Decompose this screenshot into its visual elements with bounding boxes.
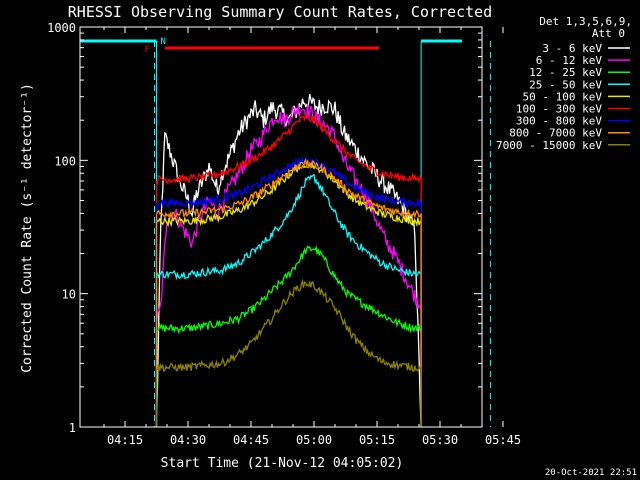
legend-label-3: 25 - 50 keV [529, 78, 602, 91]
series-line-3 [155, 173, 422, 427]
x-tick-label-1: 04:30 [170, 433, 206, 447]
detector-info-line2: Att 0 [592, 27, 625, 40]
plot-frame [79, 26, 483, 428]
x-tick-label-4: 05:15 [359, 433, 395, 447]
legend-label-7: 800 - 7000 keV [509, 127, 602, 140]
series-line-6 [155, 155, 422, 427]
y-tick-label-2: 100 [54, 154, 76, 168]
x-axis: 04:15 04:30 04:45 05:00 05:15 05:30 05:45 [103, 27, 521, 447]
flare-flag-label: F [145, 45, 150, 55]
x-axis-label: Start Time (21-Nov-12 04:05:02) [161, 456, 404, 471]
legend-label-6: 300 - 800 keV [516, 115, 602, 128]
series-line-5 [155, 114, 422, 427]
series-line-7 [155, 158, 422, 427]
detector-info-line1: Det 1,3,5,6,9, [539, 15, 632, 28]
x-tick-label-5: 05:30 [422, 433, 458, 447]
y-axis-label: Corrected Count Rate (s⁻¹ detector⁻¹) [20, 83, 35, 373]
series-line-4 [155, 160, 422, 427]
legend-label-5: 100 - 300 keV [516, 103, 602, 116]
footer-date: 20-Oct-2021 22:51 [545, 468, 637, 478]
x-tick-label-2: 04:45 [233, 433, 269, 447]
x-tick-label-0: 04:15 [107, 433, 143, 447]
series-line-2 [155, 245, 422, 427]
legend-label-2: 12 - 25 keV [529, 66, 602, 79]
x-tick-label-6: 05:45 [485, 433, 521, 447]
chart-title: RHESSI Observing Summary Count Rates, Co… [68, 3, 492, 21]
series-layer [155, 93, 422, 427]
series-line-8 [155, 278, 422, 427]
y-axis: 1 10 100 1000 [47, 21, 482, 435]
night-flag-label: N [161, 37, 166, 47]
series-line-1 [155, 104, 422, 427]
y-tick-label-1: 10 [62, 288, 76, 302]
legend-label-0: 3 - 6 keV [542, 42, 602, 55]
y-tick-label-3: 1000 [47, 21, 76, 35]
x-tick-label-3: 05:00 [296, 433, 332, 447]
legend-label-4: 50 - 100 keV [523, 90, 603, 103]
legend-label-1: 6 - 12 keV [536, 54, 603, 67]
legend-label-8: 7000 - 15000 keV [496, 139, 602, 152]
y-tick-label-0: 1 [69, 421, 76, 435]
